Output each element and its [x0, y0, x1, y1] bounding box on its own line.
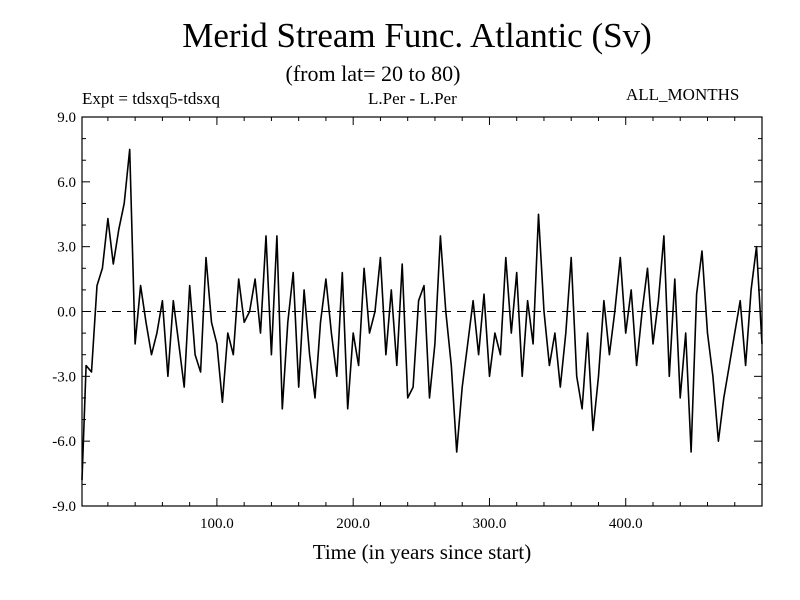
x-tick-label: 400.0 [609, 516, 643, 532]
x-tick-label: 200.0 [336, 516, 370, 532]
y-tick-label: 9.0 [57, 110, 76, 126]
series-line [81, 148, 763, 481]
x-axis-label: Time (in years since start) [312, 540, 532, 564]
y-tick-label: 0.0 [57, 305, 76, 321]
period-difference-label: L.Per - L.Per [368, 89, 457, 108]
months-label: ALL_MONTHS [626, 85, 740, 104]
chart-subtitle: (from lat= 20 to 80) [285, 61, 461, 86]
y-tick-label: -3.0 [52, 369, 76, 385]
x-tick-label: 300.0 [473, 516, 507, 532]
plot-frame [81, 116, 763, 507]
x-tick-label: 100.0 [200, 516, 234, 532]
y-tick-label: -9.0 [52, 499, 76, 515]
y-tick-label: 6.0 [57, 175, 76, 191]
experiment-label: Expt = tdsxq5-tdsxq [82, 89, 221, 108]
chart-title: Merid Stream Func. Atlantic (Sv) [182, 16, 652, 55]
y-tick-label: 3.0 [57, 240, 76, 256]
y-tick-label: -6.0 [52, 434, 76, 450]
